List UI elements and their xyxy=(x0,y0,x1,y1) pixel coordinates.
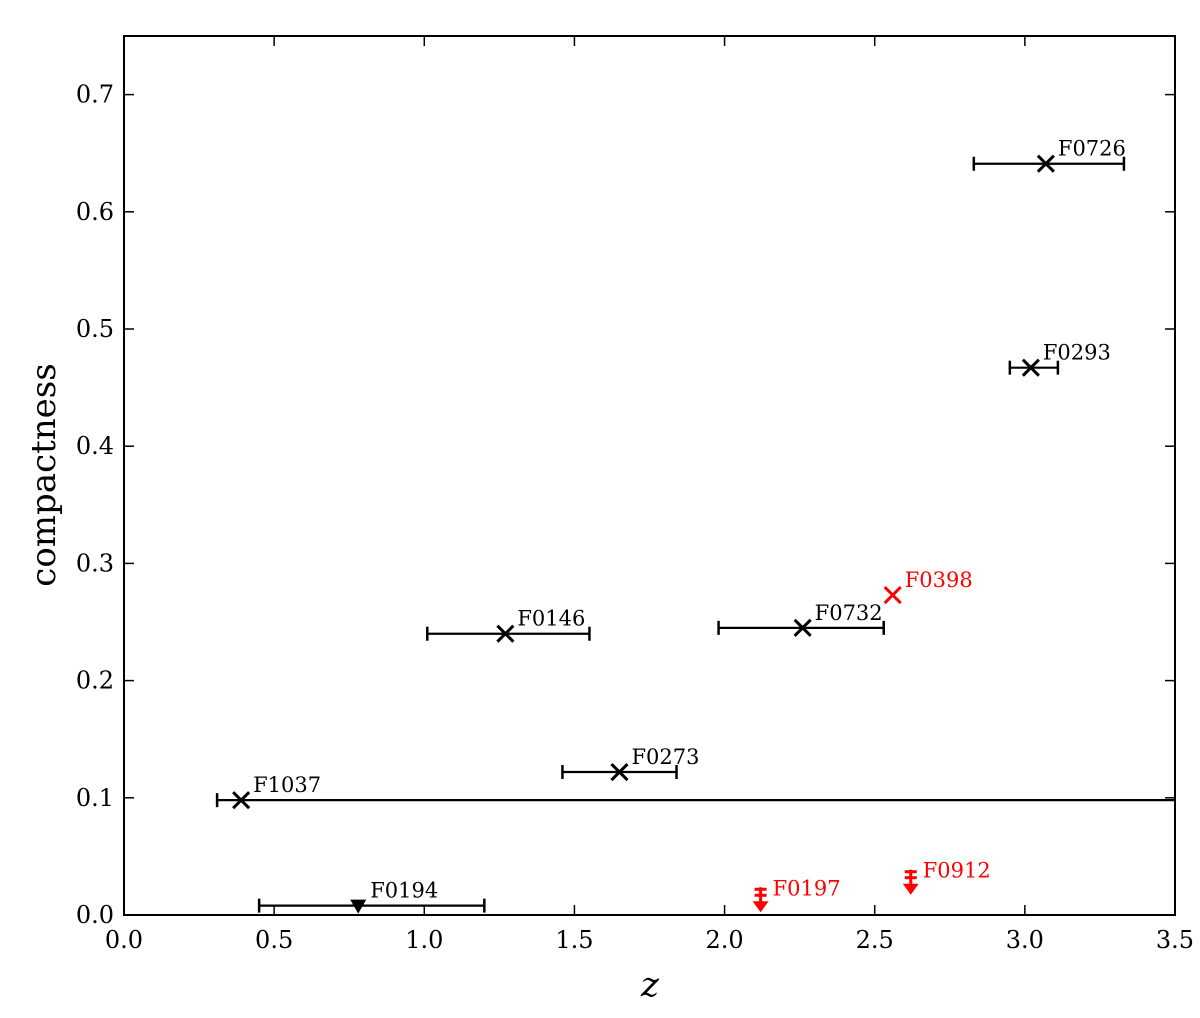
x-tick-label: 1.5 xyxy=(555,926,593,954)
point-labels: F0726 F0293 F0398 F0732 F0146 F0273 F1037 F0194… xyxy=(253,137,1126,903)
point-label-f0398: F0398 xyxy=(905,568,973,592)
plot-frame xyxy=(123,35,1176,916)
point-label-f0197: F0197 xyxy=(773,876,841,900)
marker-x xyxy=(496,624,515,643)
point-label-f1037: F1037 xyxy=(253,773,321,797)
marker-x xyxy=(793,618,812,637)
y-tick-label: 0.5 xyxy=(76,315,114,343)
marker-x xyxy=(610,762,629,782)
marker-x-stroke xyxy=(1021,358,1040,377)
marker-x xyxy=(232,791,251,810)
y-tick-label: 0.7 xyxy=(76,81,114,109)
y-tick-label: 0.0 xyxy=(76,901,114,929)
marker-x xyxy=(1036,154,1055,173)
marker-x-stroke xyxy=(610,762,629,782)
marker-x-stroke xyxy=(883,585,902,605)
point-label-f0194: F0194 xyxy=(370,879,438,903)
point-label-f0293: F0293 xyxy=(1043,341,1111,365)
point-label-f0732: F0732 xyxy=(815,601,883,625)
x-tick-label: 0.0 xyxy=(105,926,143,954)
limit-arrow xyxy=(902,883,919,895)
marker-x xyxy=(1021,358,1040,377)
point-label-f0146: F0146 xyxy=(517,607,585,631)
y-tick-label: 0.6 xyxy=(76,198,114,226)
x-tick-label: 2.0 xyxy=(705,926,743,954)
marker-x xyxy=(883,585,902,605)
point-label-f0273: F0273 xyxy=(631,745,699,769)
marker-upper-limit xyxy=(902,869,919,895)
x-tick-label: 3.0 xyxy=(1006,926,1044,954)
axis-ticks: 0.0 0.5 1.0 1.5 2.0 2.5 3.0 3.5 0.0 0.1 0.2 0.3 0.4 0… xyxy=(76,36,1194,954)
marker-x-stroke xyxy=(1036,154,1055,173)
x-tick-label: 0.5 xyxy=(255,926,293,954)
marker-x-stroke xyxy=(232,791,251,810)
point-label-f0912: F0912 xyxy=(923,859,991,883)
marker-upper-limit xyxy=(752,887,769,913)
marker-x-stroke xyxy=(793,618,812,637)
y-tick-label: 0.1 xyxy=(76,784,114,812)
x-tick-label: 2.5 xyxy=(856,926,894,954)
y-tick-label: 0.4 xyxy=(76,432,114,460)
y-axis-label: compactness xyxy=(24,363,64,586)
error-bars xyxy=(215,156,1175,913)
limit-arrow xyxy=(752,901,769,913)
x-tick-label: 1.0 xyxy=(405,926,443,954)
y-tick-label: 0.2 xyxy=(76,667,114,695)
marker-triangle xyxy=(350,899,367,914)
x-axis-label: z xyxy=(640,965,660,1005)
x-tick-label: 3.5 xyxy=(1156,926,1194,954)
point-label-f0726: F0726 xyxy=(1058,137,1126,161)
data-markers xyxy=(232,154,1055,914)
marker-x-stroke xyxy=(496,624,515,643)
y-tick-label: 0.3 xyxy=(76,549,114,577)
